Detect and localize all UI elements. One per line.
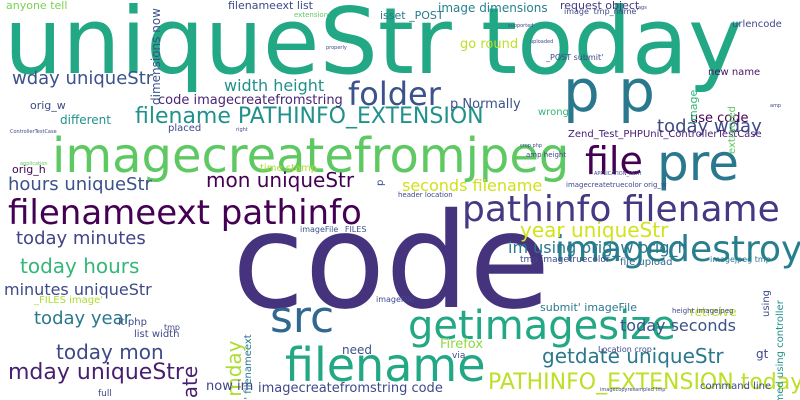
word: imagejpeg tmp xyxy=(710,256,771,264)
word: file upload xyxy=(620,258,672,268)
word: right xyxy=(236,128,248,133)
word: time stamp xyxy=(260,164,317,174)
word: today hours xyxy=(20,256,139,276)
word: Location crop xyxy=(598,346,652,354)
word: tmp_name' filenameext xyxy=(244,334,254,400)
word: filenameext list xyxy=(228,0,313,11)
word: im using orig_w orig_h xyxy=(508,240,688,256)
word: today minutes xyxy=(16,230,146,248)
word: _FILES image' xyxy=(34,296,103,306)
word: amp height xyxy=(526,152,566,159)
word: p p xyxy=(563,62,655,120)
word: p xyxy=(376,180,386,186)
word: amp xyxy=(770,104,781,109)
word: mday uniqueStr xyxy=(8,362,184,384)
word: year uniqueStr xyxy=(520,220,668,240)
word: imagecopyresampled tmp xyxy=(600,388,665,393)
word: height imagejpeg xyxy=(672,308,733,315)
word: application xyxy=(20,162,48,167)
word: today mon xyxy=(56,342,164,362)
word: width height xyxy=(224,78,324,94)
word: different xyxy=(60,114,111,126)
word: crop php xyxy=(520,144,542,149)
word: tags xyxy=(636,6,647,11)
word: isset _POST xyxy=(380,10,444,21)
word: new name xyxy=(708,68,760,78)
word: wday uniqueStr xyxy=(12,70,153,88)
word: placed xyxy=(168,124,201,134)
word: need xyxy=(342,344,372,356)
word: full xyxy=(98,390,112,399)
word: supported xyxy=(508,24,533,29)
word: uploaded xyxy=(530,40,553,45)
word: extension xyxy=(294,12,328,19)
word: _POST submit' xyxy=(546,54,603,62)
word: extracted xyxy=(728,106,738,154)
word: using xyxy=(762,290,772,317)
word: gt xyxy=(756,348,768,360)
word: code imagecreatefromstring xyxy=(158,94,343,107)
word: urlencode xyxy=(732,20,782,30)
word: dimensions now xyxy=(150,8,162,105)
word: properly xyxy=(326,46,347,51)
word: anyone tell xyxy=(6,0,67,11)
word: wrong xyxy=(538,108,569,118)
word: go round xyxy=(460,38,518,51)
word: Firefox xyxy=(440,338,483,351)
word: renamed using controller xyxy=(776,300,786,400)
word: src xyxy=(270,296,334,340)
word: imagecreatetruecolor orig_w xyxy=(566,182,667,189)
word: imagecreatefromstring code xyxy=(258,382,443,395)
word: tmp imagetruecolor xyxy=(520,256,610,265)
word: APPLICATION_PATH xyxy=(594,172,641,177)
word: command line xyxy=(700,382,771,392)
word: p Normally xyxy=(450,98,521,111)
word: lt php xyxy=(118,318,147,328)
word: via xyxy=(452,352,465,361)
word: imageFile _FILES xyxy=(300,226,366,234)
word: image dimensions xyxy=(438,2,548,14)
word: today year xyxy=(34,310,131,328)
word: orig_w xyxy=(30,100,66,111)
word: imageFile xyxy=(376,296,414,304)
word: header location xyxy=(398,192,453,199)
word: today seconds xyxy=(620,318,736,334)
word: image xyxy=(688,90,699,124)
word: tmp xyxy=(164,324,180,332)
word: submit' imageFile xyxy=(540,302,637,313)
word: hours uniqueStr xyxy=(8,176,152,194)
word: image' tmp_name' xyxy=(564,8,639,16)
word: ControllerTestCase xyxy=(10,130,57,135)
